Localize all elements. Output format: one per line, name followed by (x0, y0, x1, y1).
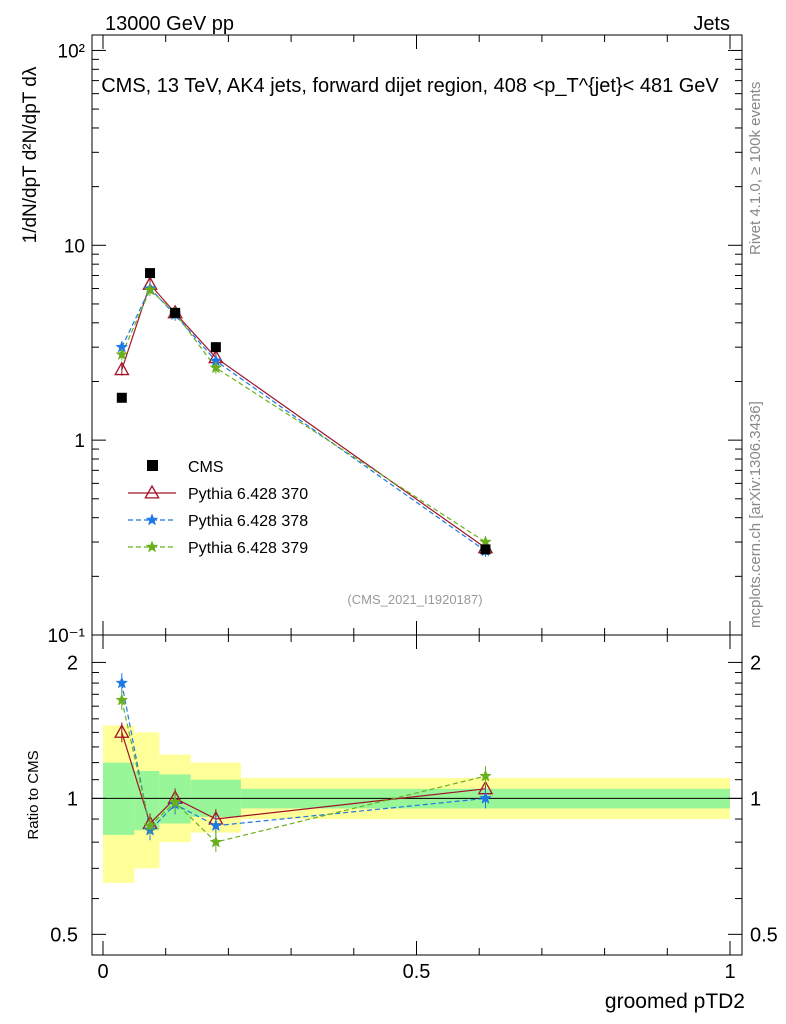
legend-label-2: Pythia 6.428 379 (188, 540, 308, 557)
cms-data-point (145, 268, 156, 279)
mcplots-label: mcplots.cern.ch [arXiv:1306.3436] (747, 401, 764, 628)
legend-label-1: Pythia 6.428 378 (188, 513, 308, 530)
cms-data-point (170, 307, 181, 318)
x-tick-label: 1 (724, 961, 735, 983)
chart-title: CMS, 13 TeV, AK4 jets, forward dijet reg… (101, 75, 719, 97)
ratio-series-point-2 (143, 818, 157, 832)
ratio-y-tick-label: 1 (67, 788, 78, 810)
cms-data-point (480, 544, 491, 555)
cms-data-point (210, 342, 221, 353)
ratio-y-label: Ratio to CMS (25, 750, 42, 839)
main-series-point-2 (115, 347, 129, 360)
ratio-plot: 0.5 0.5 1 1 2 2 0 0.5 1 (50, 634, 778, 983)
ratio-series-point-2 (168, 795, 182, 808)
y-tick-label: 10 (64, 236, 85, 257)
main-series-point-2 (143, 283, 157, 296)
legend-marker-2 (145, 540, 159, 553)
legend-marker-cms (147, 460, 158, 471)
main-series-point-0 (114, 361, 130, 376)
legend-marker-1 (145, 513, 159, 526)
main-series-point-2 (209, 361, 223, 374)
main-series-line-1 (121, 287, 486, 552)
legend-label-0: Pythia 6.428 370 (188, 486, 308, 503)
rivet-label: Rivet 4.1.0, ≥ 100k events (747, 82, 764, 255)
ratio-series-point-1 (479, 791, 492, 804)
x-tick-label: 0 (97, 961, 108, 983)
category-label: Jets (693, 13, 730, 35)
x-tick-label: 0.5 (403, 961, 431, 983)
ratio-series-point-1 (115, 676, 129, 689)
ratio-series-point-2 (209, 835, 223, 848)
x-axis-label: groomed pTD2 (605, 990, 745, 1013)
ratio-y-tick-label: 2 (67, 652, 78, 674)
ratio-y-tick-label-right: 1 (750, 788, 761, 810)
legend-label-cms: CMS (188, 459, 224, 476)
y-tick-label: 10² (58, 41, 85, 62)
ratio-series-point-2 (479, 769, 492, 782)
ratio-y-tick-label-right: 2 (750, 652, 761, 674)
ratio-y-tick-label: 0.5 (50, 924, 78, 946)
ratio-series-point-0 (114, 724, 130, 738)
energy-label: 13000 GeV pp (105, 13, 234, 35)
ratio-y-tick-label-right: 0.5 (750, 924, 778, 946)
ratio-series-point-1 (209, 818, 223, 832)
cms-data-point (116, 392, 127, 403)
ratio-series-point-2 (115, 693, 129, 706)
main-y-label: 1/dN/dpT d²N/dpT dλ (20, 66, 41, 243)
legend: CMS Pythia 6.428 370 Pythia 6.428 378 Pythi… (128, 459, 308, 557)
main-series-line-2 (121, 288, 486, 543)
analysis-tag: (CMS_2021_I1920187) (347, 592, 482, 607)
legend-marker-0 (144, 484, 160, 499)
main-plot: 10⁻¹ 1 10 10² CMS, 13 TeV, AK4 jets, forwar… (48, 34, 743, 647)
main-series-line-0 (121, 283, 486, 549)
y-tick-label: 10⁻¹ (48, 626, 86, 647)
y-tick-label: 1 (74, 431, 85, 452)
